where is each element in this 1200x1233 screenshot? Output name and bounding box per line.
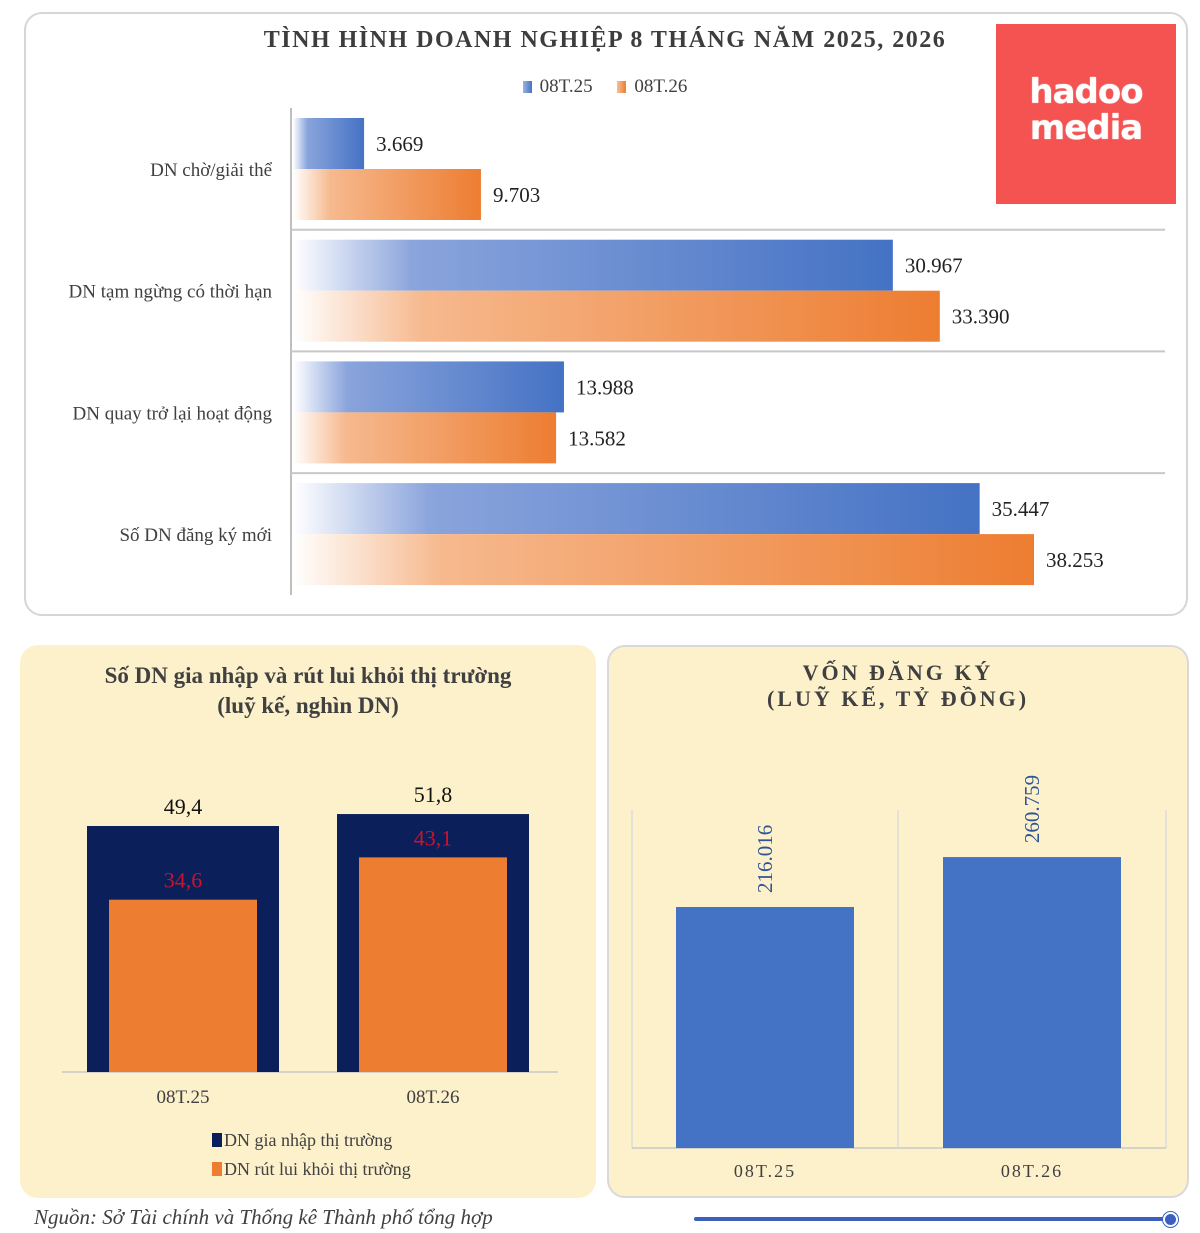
legend-swatch-blue xyxy=(522,81,532,93)
bar-capital xyxy=(943,857,1121,1148)
market-chart-title-line1: Số DN gia nhập và rút lui khỏi thị trườn… xyxy=(104,663,512,688)
bar-capital xyxy=(676,907,854,1148)
top-bar-chart: DN chờ/giải thể 3.669 9.703 DN tạm ngừng có… xyxy=(69,108,1165,595)
data-label-capital: 260.759 xyxy=(1020,775,1044,843)
capital-bar-chart: 216.016 08T.25 260.759 08T.26 xyxy=(631,775,1167,1181)
bar-08t26 xyxy=(293,169,481,220)
legend-item-08t26: 08T.26 xyxy=(617,76,687,98)
bar-08t25 xyxy=(293,239,893,291)
data-label: 33.390 xyxy=(952,305,1010,329)
bar-08t25 xyxy=(293,118,365,169)
market-bar-chart: 49,4 34,6 08T.25 51,8 43,1 08T.26 DN gia nhập … xyxy=(62,782,558,1179)
category-label: DN tạm ngừng có thời hạn xyxy=(69,282,273,303)
bar-08t26 xyxy=(293,534,1034,586)
bar-08t25 xyxy=(293,361,564,413)
data-label-gia-nhap: 49,4 xyxy=(164,794,203,819)
x-tick-label: 08T.26 xyxy=(407,1087,460,1108)
legend-label-08t25: 08T.25 xyxy=(539,76,593,97)
legend-item-08t25: 08T.25 xyxy=(522,76,593,98)
data-label: 9.703 xyxy=(493,183,540,207)
data-label-rut-lui: 43,1 xyxy=(414,825,453,850)
market-chart-title: Số DN gia nhập và rút lui khỏi thị trườn… xyxy=(20,661,596,721)
bar-08t26 xyxy=(293,290,940,342)
source-note: Nguồn: Sở Tài chính và Thống kê Thành ph… xyxy=(34,1205,493,1229)
legend-swatch-gia-nhap xyxy=(212,1133,222,1147)
data-label-gia-nhap: 51,8 xyxy=(414,782,453,807)
x-tick-label: 08T.25 xyxy=(157,1087,210,1108)
capital-chart-title-line1: VỐN ĐĂNG KÝ xyxy=(802,660,994,685)
bar-rut-lui xyxy=(109,899,257,1072)
top-chart-title: TÌNH HÌNH DOANH NGHIỆP 8 THÁNG NĂM 2025,… xyxy=(263,27,947,53)
data-label-capital: 216.016 xyxy=(753,825,777,893)
bar-08t26 xyxy=(293,412,557,464)
market-chart-title-line2: (luỹ kế, nghìn DN) xyxy=(217,693,399,718)
data-label: 13.988 xyxy=(576,375,634,399)
decorative-line xyxy=(694,1217,1166,1221)
category-label: Số DN đăng ký mới xyxy=(119,525,272,546)
x-tick-label: 08T.26 xyxy=(1001,1161,1063,1181)
data-label: 35.447 xyxy=(992,497,1050,521)
legend-label-gia-nhap: DN gia nhập thị trường xyxy=(224,1130,392,1150)
legend-label-rut-lui: DN rút lui khỏi thị trường xyxy=(224,1159,411,1179)
capital-chart-title-line2: (LUỸ KẾ, TỶ ĐỒNG) xyxy=(766,686,1030,711)
data-label: 30.967 xyxy=(905,254,963,278)
capital-chart-title: VỐN ĐĂNG KÝ (LUỸ KẾ, TỶ ĐỒNG) xyxy=(607,660,1189,712)
data-label-rut-lui: 34,6 xyxy=(164,868,203,893)
legend-label-08t26: 08T.26 xyxy=(634,76,688,97)
bar-08t25 xyxy=(293,483,980,535)
data-label: 38.253 xyxy=(1046,548,1104,572)
top-chart-legend: 08T.25 08T.26 xyxy=(0,76,1200,98)
x-tick-label: 08T.25 xyxy=(734,1161,796,1181)
data-label: 13.582 xyxy=(568,426,626,450)
legend-swatch-orange xyxy=(617,81,627,93)
decorative-dot xyxy=(1163,1212,1178,1227)
logo-text: hadoo media xyxy=(1029,72,1143,148)
legend-swatch-rut-lui xyxy=(212,1162,222,1176)
hadoo-media-logo: hadoo media xyxy=(996,24,1176,204)
data-label: 3.669 xyxy=(376,132,423,156)
category-label: DN chờ/giải thể xyxy=(150,160,272,181)
category-label: DN quay trở lại hoạt động xyxy=(73,403,273,424)
bar-rut-lui xyxy=(359,857,507,1072)
